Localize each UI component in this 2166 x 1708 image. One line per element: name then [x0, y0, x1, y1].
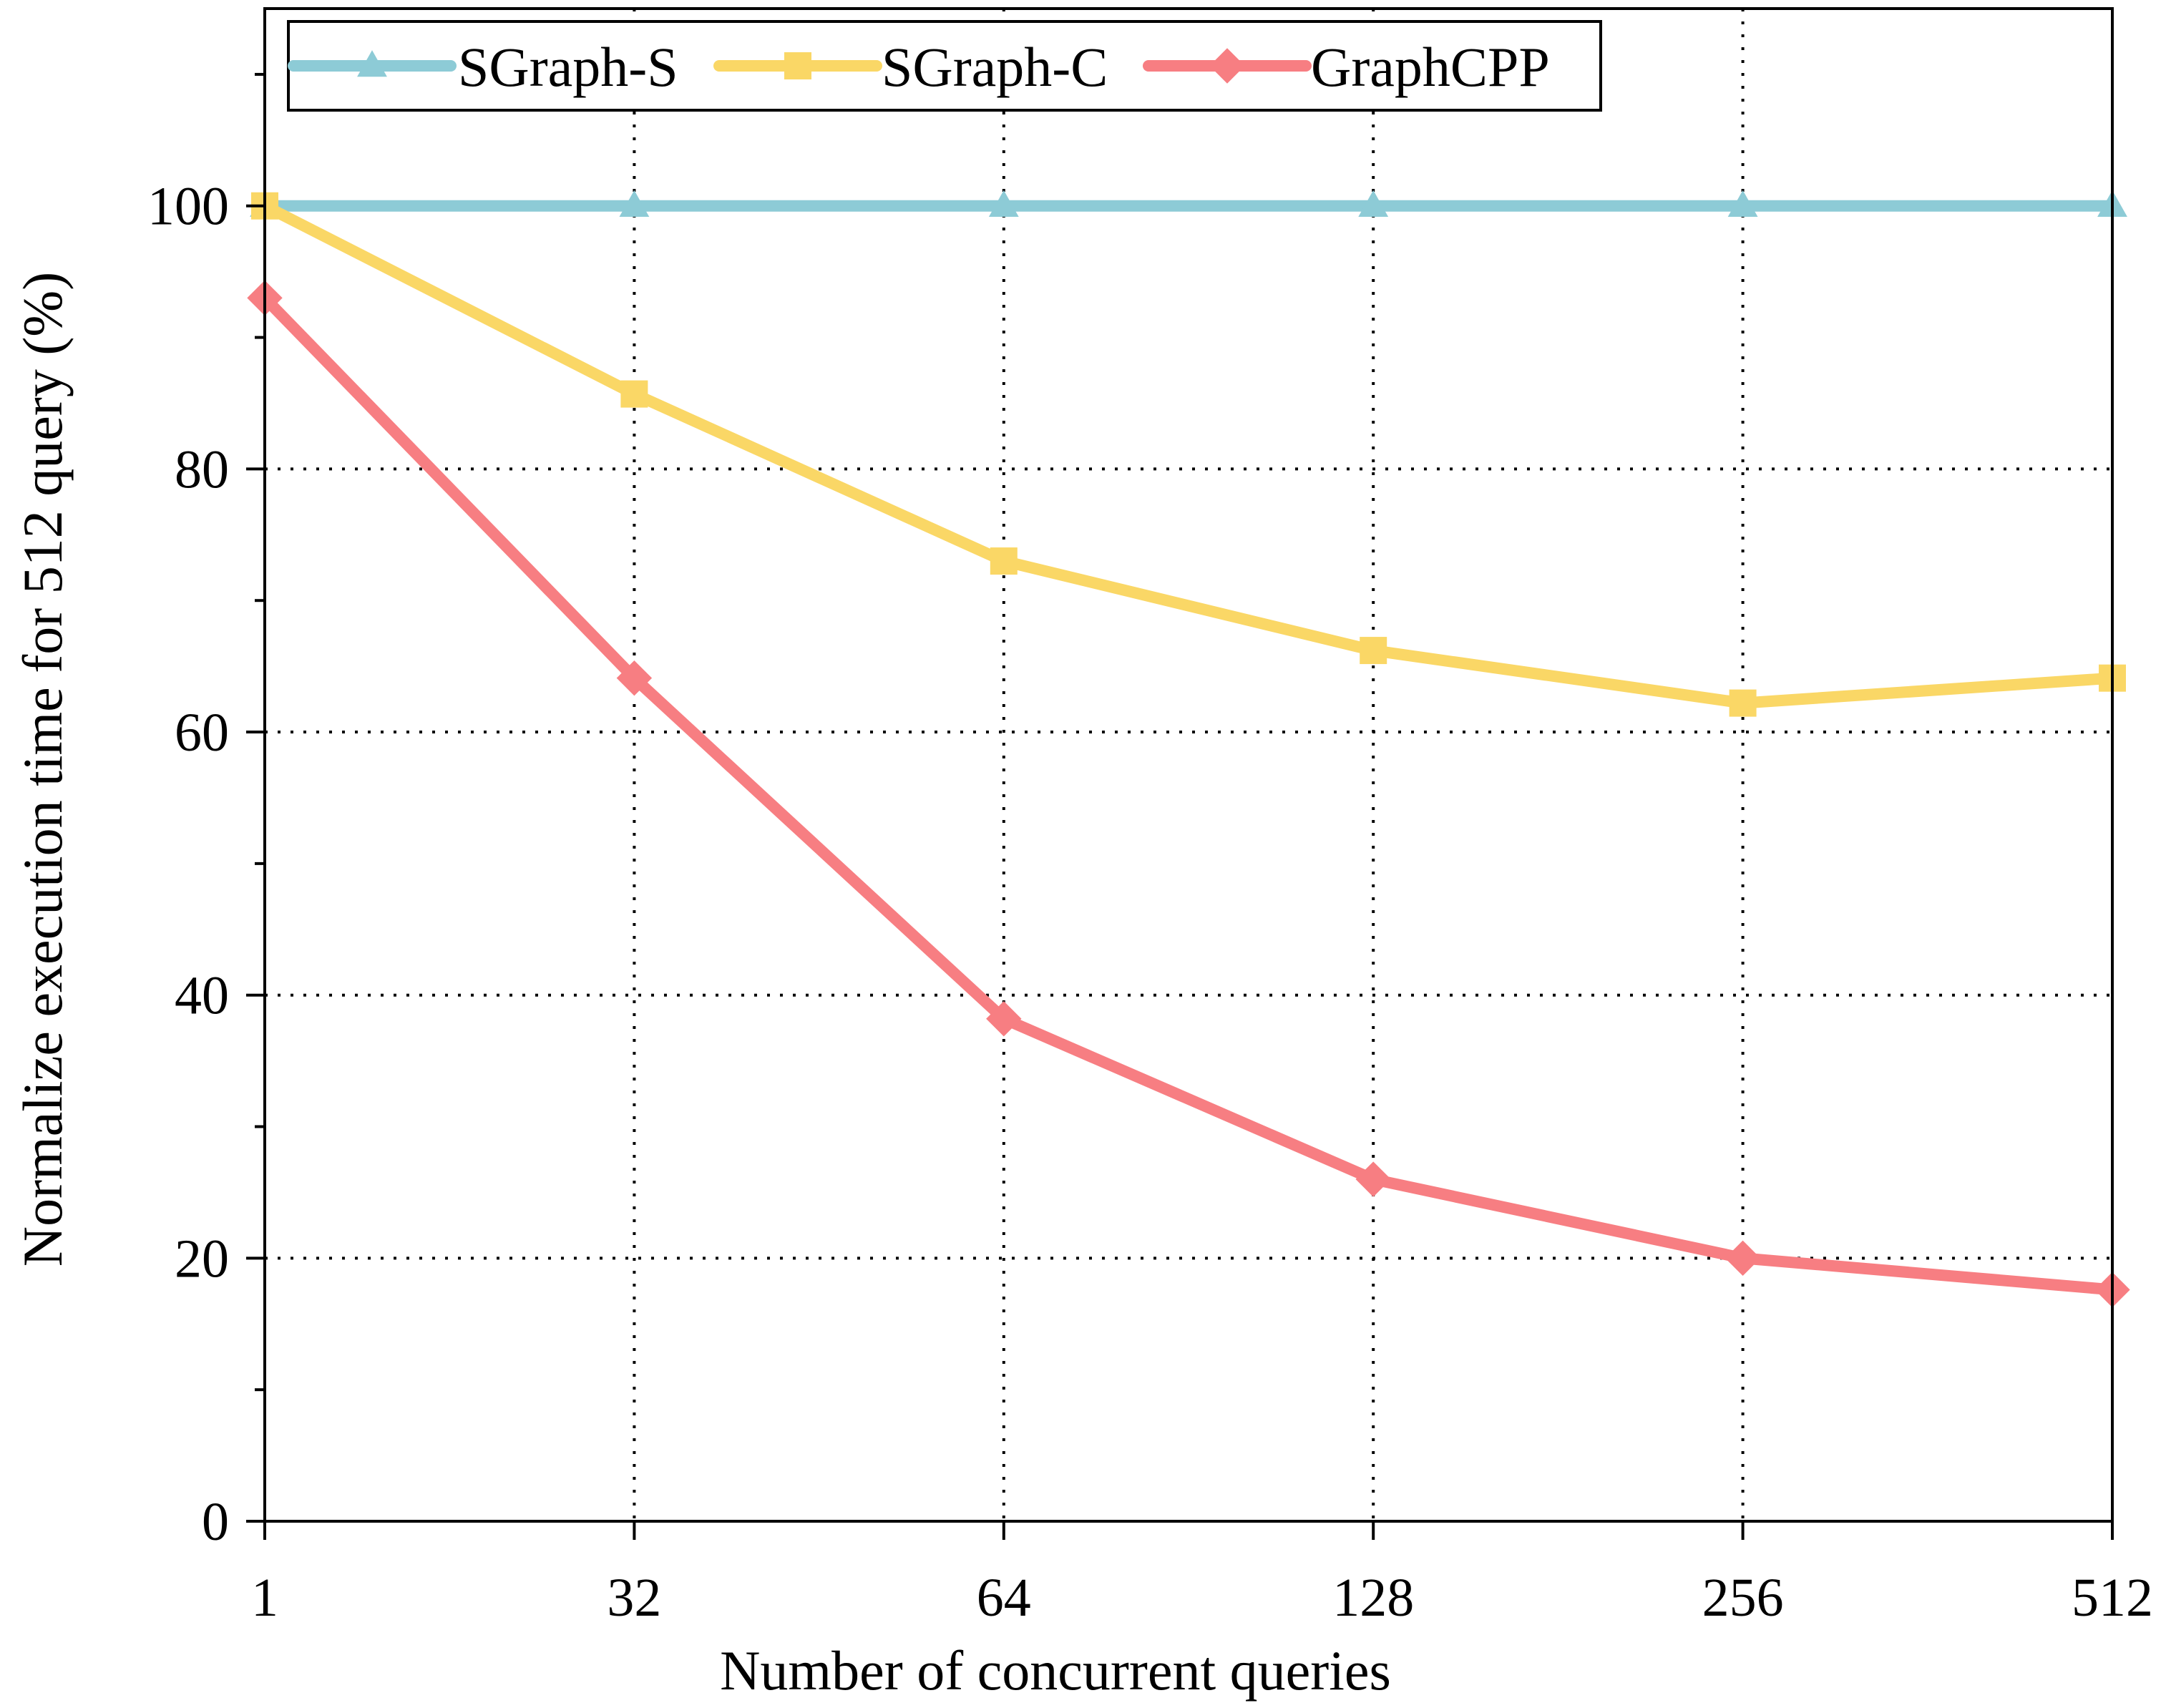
x-tick-label: 128: [1332, 1568, 1414, 1628]
x-tick-label: 64: [977, 1568, 1031, 1628]
series-sgraph-s: [250, 190, 2127, 217]
data-point: [1355, 1161, 1391, 1197]
series-line: [259, 200, 2118, 709]
data-point: [620, 380, 648, 408]
data-point: [616, 660, 653, 696]
y-tick-label: 0: [202, 1492, 229, 1552]
data-point: [1358, 190, 1389, 217]
legend-item: SGraph-S: [288, 36, 678, 98]
y-tick-label: 40: [175, 966, 229, 1026]
series-graphcpp: [247, 280, 2130, 1308]
data-point: [357, 50, 387, 77]
x-tick-label: 1: [251, 1568, 278, 1628]
y-axis-label: Normalize execution time for 512 query (…: [11, 272, 74, 1267]
y-tick-label: 100: [147, 177, 229, 237]
x-axis-label: Number of concurrent queries: [720, 1639, 1391, 1702]
y-tick-label: 60: [175, 703, 229, 763]
data-point: [1724, 1240, 1761, 1277]
data-point: [784, 52, 811, 79]
y-tick-label: 20: [175, 1229, 229, 1289]
data-point: [986, 1001, 1022, 1037]
data-point: [1209, 48, 1245, 84]
data-point: [1727, 190, 1758, 217]
data-point: [619, 190, 650, 217]
x-tick-label: 32: [607, 1568, 661, 1628]
data-point: [990, 547, 1018, 575]
axes: [246, 7, 2114, 1540]
data-point: [1360, 637, 1387, 665]
legend-label: SGraph-S: [458, 36, 678, 98]
legend-item: SGraph-C: [713, 36, 1108, 98]
series-line: [259, 292, 2118, 1296]
x-tick-label: 512: [2072, 1568, 2153, 1628]
series-sgraph-c: [251, 192, 2126, 717]
data-point: [988, 190, 1019, 217]
data-point: [1729, 689, 1757, 717]
legend-label: SGraph-C: [882, 36, 1108, 98]
x-tick-label: 256: [1702, 1568, 1784, 1628]
y-tick-label: 80: [175, 439, 229, 499]
tick-labels: 0 20 40 60 80 100 1 32 64 128 256 512: [147, 177, 2153, 1628]
legend-box: [287, 20, 1602, 112]
series-layer: [247, 190, 2130, 1308]
plot-frame: [263, 7, 2114, 1523]
grid-lines: [265, 9, 2112, 1521]
legend-label: GraphCPP: [1311, 36, 1550, 98]
legend-item: GraphCPP: [1143, 36, 1550, 98]
legend: SGraph-S SGraph-C GraphCPP: [287, 20, 1602, 112]
